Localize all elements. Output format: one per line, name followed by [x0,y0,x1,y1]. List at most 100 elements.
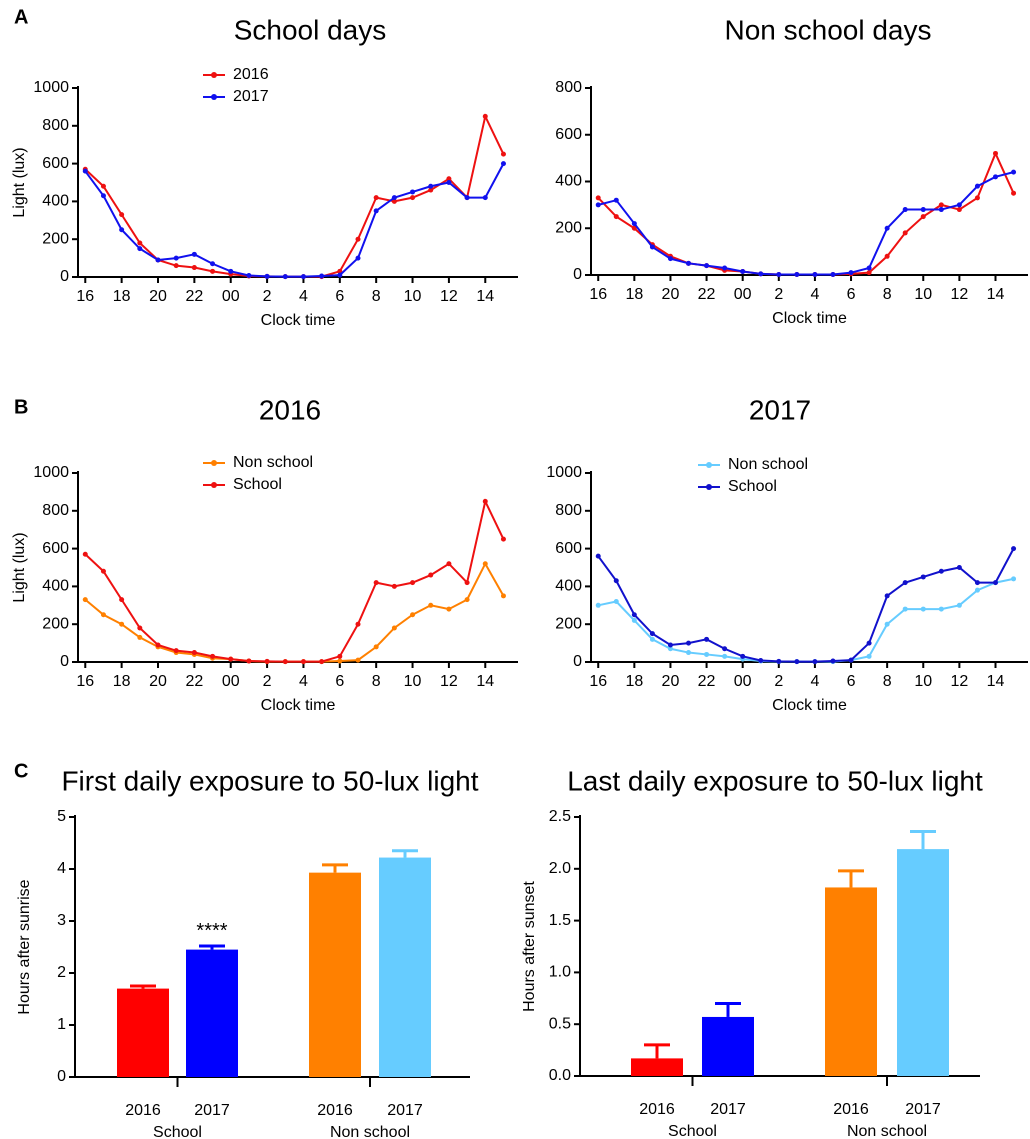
data-point [1011,190,1017,196]
chart-title: Last daily exposure to 50-lux light [567,765,983,796]
bar [379,857,431,1077]
data-point [758,271,764,277]
data-point [595,195,601,201]
y-tick-label: 600 [42,155,69,172]
data-point [319,659,325,665]
y-tick-label: 800 [555,79,582,96]
legend-marker [211,94,217,100]
bar [186,949,238,1077]
legend-label: School [233,476,282,493]
data-point [613,197,619,203]
bar [117,988,169,1077]
data-point [902,606,908,612]
data-point [992,150,998,156]
data-point [500,151,506,157]
data-point [373,208,379,214]
y-tick-label: 0.5 [549,1015,571,1032]
data-point [391,198,397,204]
data-point [482,195,488,201]
x-tick-label: 2 [774,673,783,690]
x-tick-label: 12 [950,286,968,303]
data-point [500,593,506,599]
y-tick-label: 1 [57,1016,66,1033]
data-point [920,574,926,580]
x-tick-label: 20 [662,286,680,303]
x-tick-label: 18 [625,673,643,690]
y-tick-label: 0 [573,653,582,670]
bar [631,1058,683,1076]
data-point [884,621,890,627]
series-line [597,548,1015,663]
data-point [722,265,728,271]
data-point [173,263,179,269]
y-tick-label: 400 [555,173,582,190]
y-tick-label: 400 [42,193,69,210]
data-point [119,597,125,603]
data-point [355,621,361,627]
data-point [722,653,728,659]
data-point [704,263,710,269]
data-point [391,625,397,631]
data-point [410,580,416,586]
data-point [500,536,506,542]
bar [309,872,361,1077]
data-point [500,161,506,167]
group-label: Non school [847,1123,927,1139]
data-point [155,642,161,648]
x-tick-label: 20 [149,673,167,690]
data-point [920,207,926,213]
legend-marker [706,462,712,468]
data-point [210,268,216,274]
x-tick-label: 18 [625,286,643,303]
data-point [794,272,800,278]
data-point [704,636,710,642]
data-point [649,636,655,642]
x-tick-label: 2017 [905,1101,941,1118]
data-point [902,207,908,213]
y-tick-label: 800 [42,117,69,134]
data-point [884,253,890,259]
x-tick-label: 12 [950,673,968,690]
data-point [410,189,416,195]
x-axis-label: Clock time [772,310,847,327]
y-tick-label: 600 [555,126,582,143]
x-tick-label: 10 [914,286,932,303]
data-point [428,602,434,608]
data-point [667,256,673,262]
x-tick-label: 00 [222,673,240,690]
data-point [649,631,655,637]
y-axis-label: Hours after sunset [521,881,538,1012]
data-point [137,240,143,246]
data-point [595,553,601,559]
data-point [173,648,179,654]
x-tick-label: 10 [404,673,422,690]
x-axis-label: Clock time [772,697,847,714]
data-point [246,658,252,664]
data-point [391,583,397,589]
data-point [956,565,962,570]
x-tick-label: 8 [883,673,892,690]
data-point [938,606,944,612]
data-point [410,612,416,618]
legend-label: 2017 [233,88,269,105]
chart-title: First daily exposure to 50-lux light [61,765,478,796]
data-point [264,658,270,664]
y-tick-label: 200 [42,615,69,632]
x-axis-label: Clock time [261,697,336,714]
data-point [137,625,143,631]
y-tick-label: 0.0 [549,1067,571,1084]
data-point [830,658,836,664]
data-point [595,602,601,608]
y-tick-label: 200 [42,230,69,247]
data-point [319,273,325,279]
y-tick-label: 1000 [33,79,69,96]
data-point [191,265,197,271]
data-point [686,640,692,646]
data-point [794,659,800,665]
x-tick-label: 14 [476,673,494,690]
legend-marker [706,484,712,490]
y-tick-label: 200 [555,615,582,632]
data-point [228,268,234,274]
data-point [758,657,764,663]
x-tick-label: 2017 [194,1102,230,1119]
